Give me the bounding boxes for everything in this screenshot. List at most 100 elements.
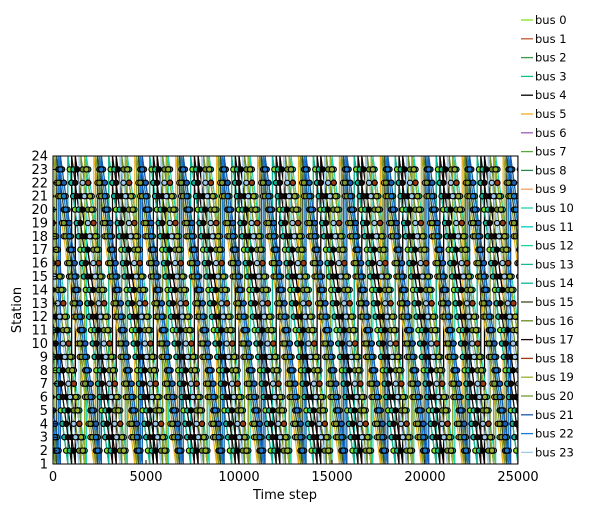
stop-marker-bus-23 — [469, 340, 476, 347]
stop-marker-bus-23 — [163, 193, 170, 200]
stop-marker-bus-22 — [139, 166, 146, 173]
stop-marker-bus-17 — [497, 300, 504, 307]
stop-marker-bus-23 — [429, 353, 437, 361]
stop-marker-bus-21 — [502, 420, 509, 427]
stop-marker-bus-23 — [138, 313, 145, 320]
stop-marker-bus-17 — [344, 380, 351, 387]
stop-marker-bus-17 — [237, 193, 244, 200]
stop-marker-bus-20 — [382, 179, 389, 186]
stop-marker-bus-19 — [380, 246, 387, 253]
stop-marker-bus-21 — [491, 340, 498, 347]
stop-marker-bus-23 — [168, 233, 175, 240]
stop-marker-bus-23 — [296, 273, 303, 280]
stop-marker-bus-21 — [276, 259, 283, 267]
stop-marker-bus-17 — [205, 259, 212, 267]
stop-marker-bus-23 — [285, 193, 293, 200]
stop-marker-bus-18 — [494, 179, 501, 186]
stop-marker-bus-19 — [186, 326, 193, 334]
stop-marker-bus-4 — [346, 367, 353, 374]
stop-marker-bus-20 — [128, 420, 135, 427]
stop-marker-bus-23 — [81, 193, 88, 200]
stop-marker-bus-4 — [515, 407, 518, 414]
stop-marker-bus-21 — [142, 179, 149, 186]
stop-marker-bus-21 — [188, 219, 196, 227]
stop-marker-bus-17 — [333, 300, 340, 307]
stop-marker-bus-18 — [294, 219, 302, 227]
stop-marker-bus-23 — [100, 340, 108, 347]
y-tick-label: 7 — [40, 377, 48, 392]
stop-marker-bus-23 — [397, 420, 405, 427]
stop-marker-bus-23 — [177, 300, 184, 307]
stop-marker-bus-19 — [334, 206, 341, 213]
stop-marker-bus-19 — [414, 193, 421, 200]
stop-marker-bus-22 — [256, 434, 263, 441]
stop-marker-bus-17 — [180, 380, 187, 387]
stop-marker-bus-23 — [310, 380, 318, 387]
stop-marker-bus-19 — [255, 233, 263, 240]
stop-marker-bus-21 — [229, 219, 237, 227]
stop-marker-bus-23 — [260, 313, 268, 320]
stop-marker-bus-17 — [88, 300, 95, 307]
stop-marker-bus-19 — [487, 434, 494, 441]
stop-marker-bus-19 — [246, 166, 254, 173]
y-tick-label: 11 — [31, 324, 48, 339]
stop-marker-bus-20 — [101, 219, 108, 227]
stop-marker-bus-23 — [264, 340, 271, 347]
stop-marker-bus-22 — [436, 246, 443, 253]
legend-label-bus-5: bus 5 — [535, 107, 567, 121]
stop-marker-bus-19 — [359, 393, 366, 401]
stop-marker-bus-19 — [360, 407, 368, 414]
stop-marker-bus-17 — [289, 273, 296, 280]
stop-marker-bus-22 — [503, 447, 511, 454]
stop-marker-bus-22 — [195, 286, 203, 294]
stop-marker-bus-22 — [183, 193, 190, 200]
stop-marker-bus-21 — [409, 340, 416, 347]
y-tick-label: 14 — [31, 283, 48, 298]
stop-marker-bus-22 — [395, 246, 402, 253]
stop-marker-bus-20 — [434, 259, 441, 267]
stop-marker-bus-5 — [515, 273, 518, 280]
stop-marker-bus-20 — [169, 420, 176, 427]
stop-marker-bus-23 — [255, 273, 262, 280]
stop-marker-bus-23 — [111, 420, 118, 427]
stop-marker-bus-19 — [150, 367, 158, 374]
stop-marker-bus-22 — [210, 393, 217, 401]
stop-marker-bus-19 — [284, 447, 291, 454]
stop-marker-bus-19 — [170, 206, 177, 213]
stop-marker-bus-17 — [440, 179, 447, 186]
stop-marker-bus-23 — [253, 259, 261, 267]
stop-marker-bus-18 — [85, 179, 92, 186]
stop-marker-bus-19 — [69, 367, 76, 374]
stop-marker-bus-18 — [193, 380, 200, 387]
stop-marker-bus-4 — [182, 367, 189, 374]
stop-marker-bus-17 — [196, 193, 203, 200]
stop-marker-bus-0 — [519, 180, 524, 185]
stop-marker-bus-23 — [203, 193, 211, 200]
stop-marker-bus-4 — [196, 166, 204, 173]
stop-marker-bus-18 — [305, 300, 312, 307]
stop-marker-bus-22 — [66, 233, 73, 240]
x-tick-label: 0 — [49, 470, 57, 485]
stop-marker-bus-4 — [79, 206, 86, 213]
stop-marker-bus-20 — [510, 219, 518, 227]
stop-marker-bus-21 — [235, 259, 242, 267]
stop-marker-bus-20 — [240, 340, 247, 347]
stop-marker-bus-19 — [492, 166, 499, 173]
stop-marker-bus-23 — [488, 179, 495, 186]
stop-marker-bus-23 — [230, 393, 237, 401]
stop-marker-bus-4 — [95, 326, 102, 334]
stop-marker-bus-19 — [154, 393, 161, 401]
stop-marker-bus-17 — [114, 193, 122, 200]
stop-marker-bus-18 — [182, 300, 190, 307]
stop-marker-bus-19 — [118, 434, 126, 441]
stop-marker-bus-19 — [104, 326, 111, 334]
stop-marker-bus-19 — [211, 206, 218, 213]
stop-marker-bus-21 — [174, 420, 182, 427]
stop-marker-bus-20 — [265, 219, 272, 227]
stop-marker-bus-21 — [317, 259, 324, 267]
stop-marker-bus-20 — [291, 420, 299, 427]
stop-marker-bus-21 — [445, 300, 452, 307]
stop-marker-bus-19 — [410, 166, 417, 173]
stop-marker-bus-22 — [411, 367, 418, 374]
stop-marker-bus-22 — [101, 193, 108, 200]
